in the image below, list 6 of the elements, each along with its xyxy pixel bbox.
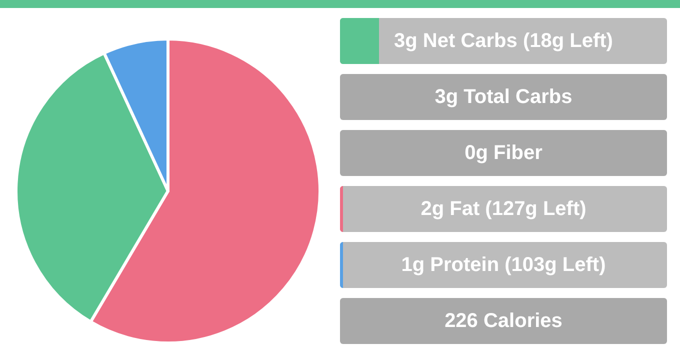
text: 226 Calories: [444, 310, 562, 332]
text: 1g Protein (103g Left): [401, 254, 606, 276]
text: 0g Fiber: [464, 142, 542, 164]
text: 3g Net Carbs (18g Left): [394, 30, 613, 52]
text: 2g Fat (127g Left): [420, 198, 586, 220]
text: 3g Total Carbs: [434, 86, 572, 108]
